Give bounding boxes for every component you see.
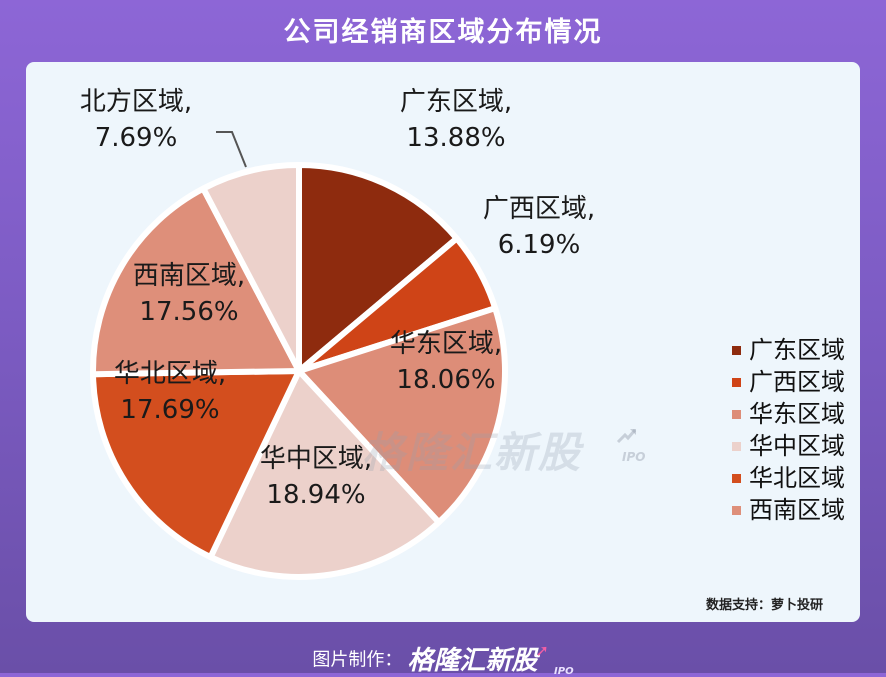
data-source: 数据支持：萝卜投研	[706, 598, 824, 613]
legend-swatch	[732, 409, 741, 419]
watermark-text: 格隆汇新股	[362, 428, 583, 477]
pie-slice-3	[207, 368, 442, 580]
legend-swatch	[732, 473, 741, 483]
legend-item: 华东区域	[732, 398, 862, 430]
page-title: 公司经销商区域分布情况	[283, 17, 603, 48]
pie-slice-5	[90, 185, 302, 378]
pie-slice-6	[200, 162, 302, 374]
legend-swatch	[732, 441, 741, 451]
footer: 图片制作： 格隆汇新股➚ IPO	[0, 640, 886, 677]
slice-label-2: 华东区域, 18.06%	[390, 329, 502, 395]
legend-label: 华东区域	[749, 400, 845, 428]
footer-label: 图片制作：	[312, 649, 403, 671]
legend-label: 华中区域	[749, 432, 845, 460]
legend-swatch	[732, 345, 741, 355]
slice-label-3: 华中区域, 18.94%	[260, 444, 372, 510]
legend-label: 西南区域	[749, 496, 845, 524]
leader-line	[216, 131, 247, 168]
legend-label: 广东区域	[749, 336, 845, 364]
watermark-arrow-icon	[616, 429, 637, 444]
legend-label: 华北区域	[749, 464, 845, 492]
slice-label-1: 广西区域, 6.19%	[483, 194, 595, 260]
legend-item: 广西区域	[732, 366, 862, 398]
footer-logo-sub: IPO	[554, 666, 574, 677]
watermark-sub: IPO	[622, 450, 646, 464]
legend-label: 广西区域	[749, 368, 845, 396]
legend-swatch	[732, 377, 741, 387]
slice-label-4: 华北区域, 17.69%	[114, 359, 226, 425]
chart-panel: 广东区域, 13.88% 广西区域, 6.19% 华东区域, 18.06% 华中区域, 18.…	[26, 62, 860, 622]
slice-label-5: 西南区域, 17.56%	[133, 261, 245, 327]
chart-legend: 广东区域广西区域华东区域华中区域华北区域西南区域	[732, 334, 862, 526]
legend-item: 华中区域	[732, 430, 862, 462]
pie-chart: 广东区域, 13.88% 广西区域, 6.19% 华东区域, 18.06% 华中区域, 18.…	[80, 87, 595, 580]
slice-label-6: 北方区域, 7.69%	[80, 87, 192, 153]
legend-swatch	[732, 505, 741, 515]
footer-logo: 格隆汇新股	[407, 646, 538, 676]
footer-arrow-icon: ➚	[535, 641, 549, 660]
legend-item: 西南区域	[732, 494, 862, 526]
legend-item: 华北区域	[732, 462, 862, 494]
slice-label-0: 广东区域, 13.88%	[400, 87, 512, 153]
pie-slice-4	[90, 368, 302, 561]
pie-slice-0	[296, 162, 460, 374]
pie-slice-2	[296, 305, 508, 526]
legend-item: 广东区域	[732, 334, 862, 366]
